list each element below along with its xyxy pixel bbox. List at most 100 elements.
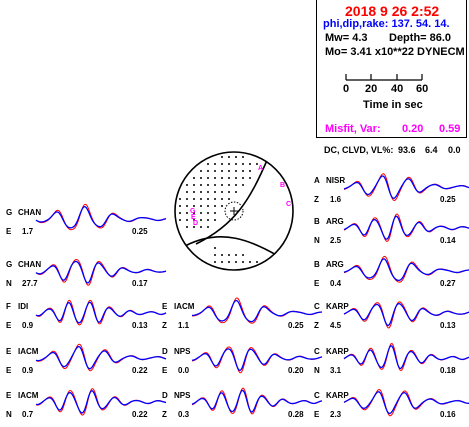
trace-fit-value: 0.14 bbox=[440, 236, 456, 245]
observed-waveform bbox=[191, 299, 323, 323]
compression-dot bbox=[235, 184, 237, 186]
compression-dot bbox=[228, 261, 230, 263]
station-mark-d: D bbox=[193, 220, 198, 227]
time-scale-bar bbox=[345, 74, 423, 81]
observed-waveform bbox=[35, 205, 167, 229]
compression-dot bbox=[207, 205, 209, 207]
time-tick-20: 20 bbox=[365, 83, 378, 95]
observed-waveform bbox=[343, 258, 469, 282]
compression-dot bbox=[193, 226, 195, 228]
compression-dot bbox=[207, 184, 209, 186]
compression-dot bbox=[193, 191, 195, 193]
trace-fit-value: 0.20 bbox=[288, 366, 304, 375]
station-mark-b: B bbox=[280, 182, 285, 189]
trace-waveform bbox=[343, 301, 469, 329]
trace-distance: 0.9 bbox=[22, 321, 34, 330]
compression-dot bbox=[193, 177, 195, 179]
trace-component: E bbox=[6, 366, 12, 375]
compression-dot bbox=[214, 163, 216, 165]
trace-network-code: E bbox=[6, 347, 12, 356]
compression-dot bbox=[228, 163, 230, 165]
trace-network-code: E bbox=[6, 391, 12, 400]
trace-component: N bbox=[6, 410, 12, 419]
compression-dot bbox=[228, 170, 230, 172]
trace-waveform bbox=[35, 203, 167, 231]
observed-waveform bbox=[343, 215, 469, 240]
trace-component: E bbox=[314, 279, 320, 288]
compression-dot bbox=[235, 191, 237, 193]
trace-fit-value: 0.17 bbox=[132, 279, 148, 288]
compression-dot bbox=[207, 226, 209, 228]
trace-network-code: C bbox=[314, 302, 320, 311]
compression-dot bbox=[221, 170, 223, 172]
compression-dot bbox=[214, 170, 216, 172]
compression-dot bbox=[200, 198, 202, 200]
compression-dot bbox=[200, 226, 202, 228]
compression-dot bbox=[186, 198, 188, 200]
trace-fit-value: 0.13 bbox=[132, 321, 148, 330]
compression-dot bbox=[214, 177, 216, 179]
station-labels: A B C G E D bbox=[190, 165, 291, 227]
vl-value: 0.0 bbox=[448, 145, 461, 155]
trace-station-name: ARG bbox=[326, 260, 344, 269]
compression-dot bbox=[221, 156, 223, 158]
observed-waveform bbox=[35, 260, 167, 284]
trace-distance: 27.7 bbox=[22, 279, 38, 288]
compression-dot bbox=[186, 191, 188, 193]
compression-dot bbox=[214, 219, 216, 221]
trace-waveform bbox=[35, 343, 167, 372]
compression-dot bbox=[193, 198, 195, 200]
observed-waveform bbox=[343, 345, 469, 370]
trace-fit-value: 0.25 bbox=[440, 195, 456, 204]
trace-station-name: CHAN bbox=[18, 208, 41, 217]
trace-distance: 0.9 bbox=[22, 366, 34, 375]
time-tick-40: 40 bbox=[391, 83, 404, 95]
compression-dot bbox=[256, 261, 258, 263]
compression-dot bbox=[207, 170, 209, 172]
trace-component: N bbox=[314, 366, 320, 375]
trace-component: E bbox=[162, 366, 168, 375]
compression-dot bbox=[228, 198, 230, 200]
trace-waveform bbox=[35, 259, 167, 286]
trace-component: Z bbox=[314, 321, 319, 330]
trace-waveform bbox=[191, 346, 323, 374]
time-tick-0: 0 bbox=[343, 83, 350, 95]
trace-network-code: C bbox=[314, 347, 320, 356]
compression-dot bbox=[207, 191, 209, 193]
trace-network-code: E bbox=[162, 302, 168, 311]
trace-network-code: A bbox=[314, 176, 320, 185]
trace-waveform bbox=[343, 388, 469, 417]
compression-dot bbox=[200, 219, 202, 221]
seismic-moment: Mo= 3.41 x10**22 DYNECM bbox=[325, 46, 465, 58]
observed-waveform bbox=[35, 345, 167, 370]
station-mark-e: E bbox=[191, 214, 196, 221]
compression-dot bbox=[249, 177, 251, 179]
trace-distance: 1.1 bbox=[178, 321, 190, 330]
trace-network-code: B bbox=[314, 217, 320, 226]
trace-distance: 2.3 bbox=[330, 410, 342, 419]
observed-waveform bbox=[191, 389, 323, 413]
trace-waveform bbox=[191, 387, 323, 415]
compression-dot bbox=[179, 205, 181, 207]
compression-dot bbox=[221, 205, 223, 207]
compression-dot bbox=[249, 170, 251, 172]
station-mark-a: A bbox=[258, 165, 263, 172]
observed-waveform bbox=[35, 390, 167, 414]
trace-station-name: NISR bbox=[326, 176, 345, 185]
variance-value: 0.59 bbox=[439, 123, 461, 135]
compression-dot bbox=[214, 198, 216, 200]
station-mark-g: G bbox=[190, 208, 196, 215]
event-datetime: 2018 9 26 2:52 bbox=[345, 3, 440, 19]
trace-network-code: C bbox=[314, 391, 320, 400]
compression-dot bbox=[179, 198, 181, 200]
trace-waveform bbox=[343, 255, 469, 283]
trace-network-code: F bbox=[6, 302, 11, 311]
trace-distance: 0.3 bbox=[178, 410, 190, 419]
compression-dot bbox=[221, 184, 223, 186]
compression-dot bbox=[207, 177, 209, 179]
time-axis-label: Time in sec bbox=[363, 99, 423, 111]
compression-dot bbox=[186, 226, 188, 228]
compression-dot bbox=[221, 191, 223, 193]
